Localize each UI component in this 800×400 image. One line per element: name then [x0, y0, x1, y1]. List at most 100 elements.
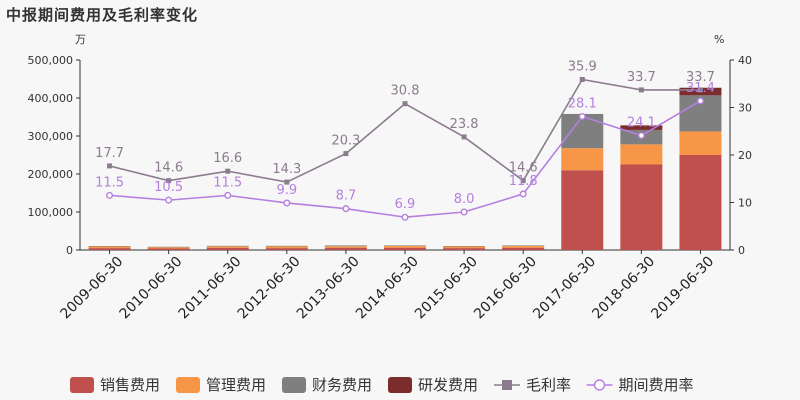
y-right-tick-label: 40: [738, 54, 752, 67]
legend-label-财务费用: 财务费用: [312, 376, 372, 394]
x-tick-label: 2018-06-30: [589, 254, 658, 323]
bar-管理费用: [206, 246, 249, 248]
point-毛利率: [402, 101, 408, 107]
x-tick-label: 2015-06-30: [412, 254, 481, 323]
bar-销售费用: [620, 164, 663, 250]
bar-管理费用: [561, 148, 604, 171]
data-label-期间费用率: 11.8: [509, 174, 538, 189]
x-tick-label: 2014-06-30: [353, 254, 422, 323]
bar-销售费用: [88, 248, 131, 250]
x-tick-label: 2010-06-30: [117, 254, 186, 323]
point-期间费用率: [165, 196, 173, 204]
y-right-unit: %: [714, 33, 724, 46]
point-毛利率: [638, 87, 644, 93]
bar-销售费用: [265, 248, 308, 250]
data-label-期间费用率: 11.5: [95, 175, 124, 190]
bar-财务费用: [265, 245, 308, 247]
y-right-tick-label: 20: [738, 149, 752, 162]
point-期间费用率: [519, 190, 527, 198]
point-期间费用率: [578, 113, 586, 121]
data-label-毛利率: 16.6: [213, 151, 242, 166]
data-label-期间费用率: 6.9: [395, 197, 416, 212]
data-label-毛利率: 14.6: [509, 161, 538, 176]
data-label-期间费用率: 10.5: [154, 180, 183, 195]
x-tick-label: 2016-06-30: [471, 254, 540, 323]
legend-marker-毛利率: [502, 380, 512, 390]
bar-财务费用: [502, 245, 545, 246]
data-label-期间费用率: 9.9: [276, 183, 297, 198]
legend-label-研发费用: 研发费用: [418, 376, 478, 394]
point-毛利率: [697, 87, 703, 93]
point-毛利率: [107, 163, 113, 169]
bar-管理费用: [265, 246, 308, 249]
bar-销售费用: [679, 155, 722, 250]
data-label-期间费用率: 11.5: [213, 175, 242, 190]
legend-swatch-管理费用: [176, 377, 200, 393]
x-tick-label: 2012-06-30: [235, 254, 304, 323]
point-毛利率: [166, 178, 172, 184]
data-label-毛利率: 33.7: [686, 70, 715, 85]
legend-marker-期间费用率: [593, 379, 606, 391]
data-label-期间费用率: 31.4: [686, 81, 715, 96]
bar-销售费用: [502, 247, 545, 250]
point-毛利率: [284, 179, 290, 185]
y-left-unit: 万: [75, 33, 86, 46]
data-label-毛利率: 17.7: [95, 146, 124, 161]
bar-销售费用: [384, 247, 426, 250]
data-label-毛利率: 14.3: [272, 162, 301, 177]
bar-财务费用: [88, 246, 131, 247]
data-label-期间费用率: 28.1: [568, 97, 597, 112]
y-right-tick-label: 30: [738, 102, 752, 115]
y-left-tick-label: 0: [66, 244, 73, 257]
point-期间费用率: [637, 132, 645, 140]
legend-label-期间费用率: 期间费用率: [619, 376, 694, 394]
bar-管理费用: [384, 245, 426, 248]
y-left-tick-label: 100,000: [28, 206, 74, 219]
legend-label-销售费用: 销售费用: [100, 376, 160, 394]
x-tick-label: 2009-06-30: [58, 254, 127, 323]
bar-财务费用: [206, 245, 249, 247]
bar-销售费用: [147, 248, 190, 250]
data-label-毛利率: 20.3: [331, 134, 360, 149]
bar-管理费用: [679, 131, 722, 155]
bar-管理费用: [88, 246, 131, 249]
x-tick-label: 2011-06-30: [176, 254, 245, 323]
y-right-tick-label: 0: [738, 244, 745, 257]
data-label-期间费用率: 8.0: [454, 192, 475, 207]
bar-研发费用: [620, 125, 663, 130]
point-毛利率: [461, 134, 467, 140]
bar-销售费用: [324, 247, 367, 250]
point-期间费用率: [224, 191, 232, 199]
data-label-毛利率: 23.8: [450, 117, 479, 132]
bar-管理费用: [147, 247, 190, 249]
bar-管理费用: [620, 144, 663, 165]
data-label-期间费用率: 24.1: [627, 116, 656, 131]
point-期间费用率: [460, 208, 468, 216]
legend-swatch-财务费用: [282, 377, 306, 393]
bar-财务费用: [443, 246, 486, 247]
data-label-期间费用率: 8.7: [336, 189, 357, 204]
bar-管理费用: [324, 246, 367, 248]
bar-管理费用: [502, 245, 545, 248]
data-label-毛利率: 35.9: [568, 59, 597, 74]
chart-title: 中报期间费用及毛利率变化: [6, 6, 199, 24]
x-tick-label: 2017-06-30: [530, 254, 599, 323]
bar-财务费用: [324, 245, 367, 247]
legend-swatch-研发费用: [388, 377, 412, 393]
y-left-tick-label: 400,000: [28, 92, 74, 105]
bar-销售费用: [561, 170, 604, 250]
point-毛利率: [343, 151, 349, 157]
y-left-tick-label: 300,000: [28, 130, 74, 143]
y-left-tick-label: 200,000: [28, 168, 74, 181]
bar-销售费用: [443, 248, 486, 250]
point-期间费用率: [696, 97, 704, 105]
point-毛利率: [579, 76, 585, 82]
point-期间费用率: [283, 199, 291, 207]
bar-财务费用: [147, 246, 190, 248]
bar-管理费用: [443, 246, 486, 249]
data-label-毛利率: 14.6: [154, 161, 183, 176]
bar-财务费用: [384, 245, 426, 246]
y-left-tick-label: 500,000: [28, 54, 74, 67]
x-tick-label: 2019-06-30: [648, 254, 717, 323]
